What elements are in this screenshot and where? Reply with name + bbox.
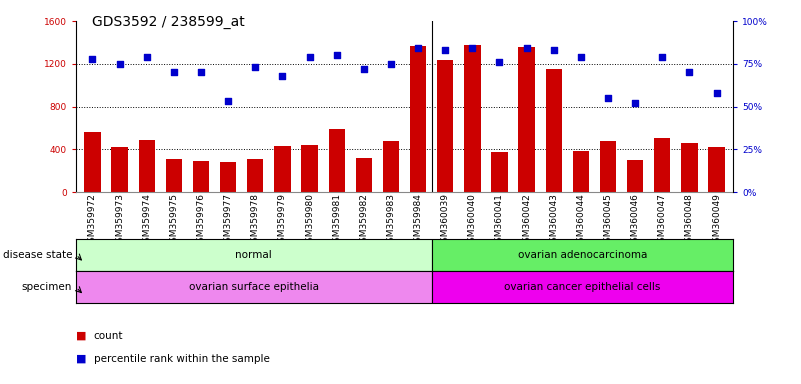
Point [602, 95, 614, 101]
Point [493, 59, 506, 65]
Point [683, 70, 696, 76]
Point [520, 45, 533, 51]
Bar [139, 140, 155, 192]
Bar [437, 60, 453, 192]
Bar [76, 271, 432, 303]
Text: count: count [94, 331, 123, 341]
Bar [220, 162, 236, 192]
Text: ovarian adenocarcinoma: ovarian adenocarcinoma [517, 250, 647, 260]
Bar [600, 141, 616, 192]
Point [222, 98, 235, 104]
Point [140, 54, 153, 60]
Point [357, 66, 370, 72]
Point [384, 61, 397, 67]
Bar [432, 271, 733, 303]
Bar [545, 69, 562, 192]
Bar [432, 239, 733, 271]
Text: ■: ■ [76, 331, 87, 341]
Point [86, 56, 99, 62]
Text: specimen: specimen [22, 282, 72, 293]
Bar [654, 137, 670, 192]
Point [412, 45, 425, 51]
Point [113, 61, 126, 67]
Point [547, 47, 560, 53]
Bar [193, 161, 209, 192]
Bar [383, 141, 399, 192]
Bar [76, 239, 432, 271]
Bar [111, 147, 127, 192]
Bar [247, 159, 264, 192]
Point [439, 47, 452, 53]
Point [167, 70, 180, 76]
Point [330, 52, 343, 58]
Bar [682, 143, 698, 192]
Text: ovarian cancer epithelial cells: ovarian cancer epithelial cells [504, 282, 661, 293]
Bar [491, 152, 508, 192]
Point [656, 54, 669, 60]
Bar [627, 160, 643, 192]
Bar [328, 129, 344, 192]
Point [466, 45, 479, 51]
Text: percentile rank within the sample: percentile rank within the sample [94, 354, 270, 364]
Text: ■: ■ [76, 354, 87, 364]
Bar [84, 132, 100, 192]
Bar [166, 159, 182, 192]
Point [276, 73, 289, 79]
Bar [709, 147, 725, 192]
Text: disease state: disease state [2, 250, 72, 260]
Bar [274, 146, 291, 192]
Bar [465, 45, 481, 192]
Point [303, 54, 316, 60]
Bar [301, 145, 318, 192]
Bar [573, 151, 589, 192]
Bar [410, 46, 426, 192]
Point [710, 90, 723, 96]
Text: GDS3592 / 238599_at: GDS3592 / 238599_at [92, 15, 245, 29]
Bar [518, 47, 535, 192]
Bar [356, 158, 372, 192]
Point [249, 64, 262, 70]
Point [195, 70, 207, 76]
Text: ovarian surface epithelia: ovarian surface epithelia [189, 282, 319, 293]
Point [629, 100, 642, 106]
Text: normal: normal [235, 250, 272, 260]
Point [574, 54, 587, 60]
